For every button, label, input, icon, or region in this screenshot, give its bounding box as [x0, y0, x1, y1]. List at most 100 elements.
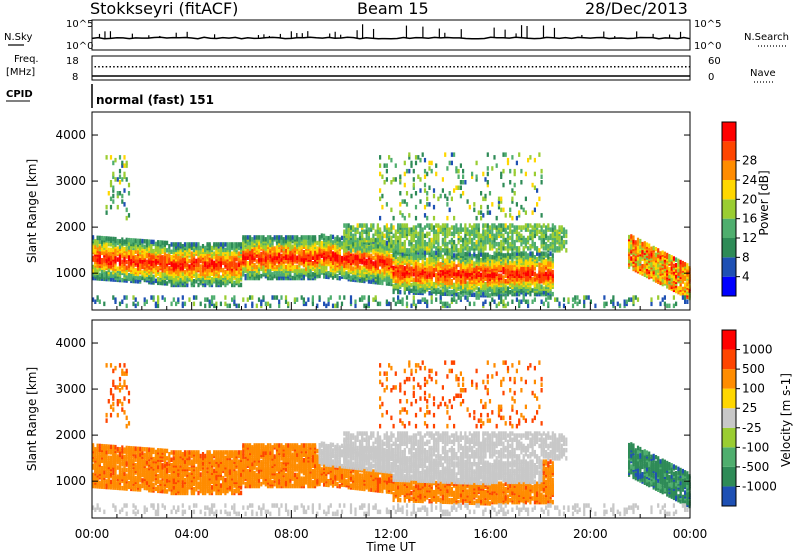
power-cell: [511, 300, 513, 305]
power-cell: [440, 194, 442, 199]
power-cell: [144, 239, 146, 244]
power-cell: [458, 270, 460, 275]
power-cell: [388, 302, 390, 307]
power-cell: [204, 246, 206, 251]
power-cell: [285, 265, 287, 270]
power-cell: [476, 161, 478, 166]
power-cell: [462, 238, 464, 243]
nave-dot: [207, 66, 209, 68]
power-cell: [258, 297, 260, 302]
power-cell: [402, 302, 404, 307]
power-cell: [489, 234, 491, 239]
power-cell: [135, 268, 137, 273]
power-cell: [211, 246, 213, 251]
power-cell: [471, 172, 473, 177]
power-cell: [171, 255, 173, 260]
power-cell: [435, 297, 437, 302]
power-cell: [345, 227, 347, 232]
power-cell: [314, 235, 316, 240]
power-cell: [451, 197, 453, 202]
power-cell: [251, 295, 253, 300]
power-cell: [372, 261, 374, 266]
power-cell: [482, 172, 484, 177]
power-cell: [435, 240, 437, 245]
power-cell: [372, 256, 374, 261]
power-cell: [410, 283, 412, 288]
power-cell: [359, 265, 361, 270]
power-cell: [106, 155, 108, 160]
power-cell: [449, 304, 451, 309]
power-cell: [502, 169, 504, 174]
power-cell: [390, 208, 392, 213]
nave-dot: [536, 66, 538, 68]
power-cell: [435, 246, 437, 251]
rti-figure: Stokkseyri (fitACF) Beam 15 28/Dec/2013 …: [0, 0, 800, 554]
power-cell: [191, 251, 193, 256]
nave-dot: [274, 66, 276, 68]
power-cell: [476, 216, 478, 221]
power-cell: [460, 163, 462, 168]
power-cell: [123, 155, 125, 160]
power-cell: [525, 197, 527, 202]
power-cell: [426, 197, 428, 202]
nave-dot: [192, 66, 194, 68]
power-cell: [413, 225, 415, 230]
power-cell: [489, 255, 491, 260]
power-cell: [442, 255, 444, 260]
power-cell: [381, 236, 383, 241]
power-cell: [406, 169, 408, 174]
power-cell: [449, 161, 451, 166]
power-cell: [146, 239, 148, 244]
power-cell: [231, 242, 233, 247]
power-cell: [296, 297, 298, 302]
power-cell: [507, 242, 509, 247]
power-cell: [132, 238, 134, 243]
nave-dot: [483, 66, 485, 68]
power-cell: [296, 256, 298, 261]
power-cell: [197, 283, 199, 288]
power-cell: [274, 246, 276, 251]
power-cell: [464, 230, 466, 235]
nave-dot: [648, 66, 650, 68]
power-cell: [487, 240, 489, 245]
power-cell: [507, 158, 509, 163]
power-cell: [247, 261, 249, 266]
power-cell: [541, 175, 543, 180]
power-cell: [509, 242, 511, 247]
power-cell: [476, 175, 478, 180]
nave-dot: [296, 66, 298, 68]
power-cell: [406, 248, 408, 253]
power-cell: [108, 191, 110, 196]
power-cell: [469, 238, 471, 243]
power-cell: [121, 237, 123, 242]
power-cell: [433, 225, 435, 230]
power-cell: [126, 208, 128, 213]
power-cell: [117, 205, 119, 210]
power-cell: [357, 230, 359, 235]
power-cell: [354, 236, 356, 241]
power-cell: [262, 295, 264, 300]
power-cell: [330, 295, 332, 300]
power-cell: [336, 274, 338, 279]
power-cell: [500, 208, 502, 213]
power-cell: [424, 188, 426, 193]
power-cell: [473, 202, 475, 207]
power-cell: [193, 295, 195, 300]
power-cell: [200, 246, 202, 251]
power-cell: [428, 238, 430, 243]
power-cell: [446, 166, 448, 171]
power-cell: [502, 152, 504, 157]
nave-dot: [225, 66, 227, 68]
power-cell: [377, 234, 379, 239]
cpid-value: normal (fast) 151: [96, 93, 214, 107]
power-cell: [110, 197, 112, 202]
power-cell: [254, 235, 256, 240]
power-cell: [442, 227, 444, 232]
nave-dot: [337, 66, 339, 68]
power-cell: [507, 302, 509, 307]
nave-dot: [214, 66, 216, 68]
power-cell: [500, 300, 502, 305]
power-cell: [368, 295, 370, 300]
nave-dot: [117, 66, 119, 68]
power-cell: [395, 302, 397, 307]
